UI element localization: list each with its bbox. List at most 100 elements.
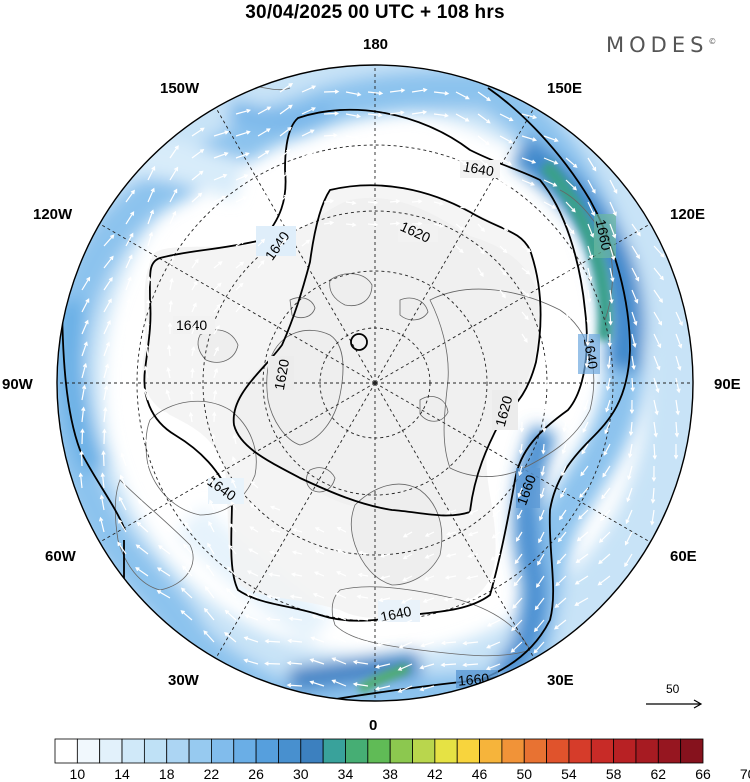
wind-vector-arrow [135, 544, 149, 555]
wind-vector-arrow [543, 157, 559, 165]
wind-vector-arrow [521, 201, 534, 208]
wind-vector-arrow [323, 177, 336, 182]
wind-vector-arrow [587, 267, 593, 282]
wind-vector-arrow [279, 171, 290, 181]
colorbar-swatch [546, 738, 570, 764]
lon-label-90e: 90E [714, 376, 741, 393]
wind-vector-arrow [166, 366, 171, 379]
wind-vector-arrow [433, 223, 444, 228]
wind-vector-arrow [543, 201, 557, 209]
wind-vector-arrow [538, 531, 545, 544]
wind-vector-arrow [352, 660, 369, 665]
wind-vector-arrow [443, 597, 457, 602]
wind-vector-arrow [565, 157, 578, 168]
wind-vector-arrow [675, 355, 682, 371]
wind-vector-arrow [376, 641, 391, 647]
wind-vector-arrow [578, 509, 589, 520]
wind-vector-arrow [389, 199, 401, 204]
wind-vector-arrow [521, 179, 535, 186]
wind-vector-arrow [397, 663, 413, 671]
wind-vector-arrow [314, 527, 325, 533]
wind-vector-arrow [323, 198, 335, 204]
wind-vector-arrow [158, 545, 171, 555]
wind-vector-arrow [673, 444, 679, 460]
wind-vector-arrow [313, 571, 325, 577]
wind-vector-arrow [188, 411, 194, 423]
wind-vector-arrow [419, 663, 435, 670]
wind-vector-arrow [137, 499, 149, 511]
wind-vector-arrow [213, 367, 219, 379]
wind-vector-arrow [555, 575, 567, 587]
wind-vector-arrow [269, 550, 281, 555]
wind-vector-arrow [477, 135, 490, 146]
colorbar-swatch [278, 738, 302, 764]
wind-vector-arrow [609, 267, 615, 283]
brand-text: MODES [606, 33, 709, 57]
wind-vector-arrow [389, 110, 405, 115]
wind-vector-arrow [560, 487, 567, 499]
wind-vector-arrow [143, 388, 149, 401]
wind-vector-arrow [424, 553, 435, 559]
wind-vector-arrow [125, 211, 135, 225]
wind-vector-arrow [103, 406, 108, 423]
wind-vector-arrow [120, 452, 127, 467]
wind-vector-arrow [631, 333, 637, 348]
wind-vector-arrow [356, 594, 369, 599]
wind-vector-arrow [367, 112, 383, 118]
wind-vector-arrow [286, 683, 303, 688]
wind-vector-arrow [235, 240, 245, 247]
wind-vector-arrow [270, 505, 281, 511]
wind-vector-arrow [411, 132, 426, 137]
wind-vector-arrow [587, 223, 595, 238]
wind-vectors [78, 82, 683, 693]
wind-vector-arrow [191, 258, 199, 269]
wind-speed-shading [57, 65, 693, 701]
colorbar-swatch [322, 738, 346, 764]
wind-vector-arrow [499, 179, 511, 188]
wind-vector-arrow [605, 377, 611, 391]
wind-vector-arrow [118, 496, 127, 511]
wind-vector-arrow [586, 311, 591, 325]
wind-vector-arrow [477, 201, 487, 211]
wind-vector-arrow [81, 384, 87, 401]
wind-vector-arrow [146, 298, 151, 313]
wind-vector-arrow [402, 575, 413, 582]
colorbar-tick-label: 42 [427, 766, 443, 782]
modes-logo: MODES© [606, 33, 716, 57]
wind-vector-arrow [301, 239, 311, 247]
wind-vector-arrow [122, 408, 127, 423]
wind-vector-arrow [539, 487, 545, 499]
wind-vector-arrow [521, 333, 528, 343]
wind-vector-arrow [631, 311, 638, 326]
wind-vector-arrow [411, 154, 425, 160]
wind-vector-arrow [627, 465, 633, 481]
copyright-mark: © [708, 37, 717, 46]
colorbar-swatch [211, 738, 235, 764]
wind-vector-arrow [631, 223, 641, 237]
colorbar-tick-label: 62 [650, 766, 667, 782]
wind-vector-arrow [455, 113, 470, 122]
wind-vector-arrow [269, 528, 281, 533]
wind-vector-arrow [147, 231, 154, 247]
wind-vector-arrow [488, 597, 501, 605]
wind-vector-arrow [301, 107, 316, 115]
lon-label-0: 0 [369, 717, 378, 734]
wind-vector-arrow [286, 660, 303, 666]
colorbar-tick-label: 30 [292, 766, 309, 782]
wind-vector-arrow [625, 509, 633, 525]
wind-vector-arrow [161, 478, 171, 489]
wind-vector-arrow [124, 342, 130, 357]
wind-vector-arrow [467, 553, 479, 558]
wind-vector-arrow [580, 465, 589, 477]
contour-label: 1640 [581, 337, 601, 370]
wind-vector-arrow [603, 443, 611, 456]
wind-vector-arrow [257, 128, 271, 137]
wind-vector-arrow [543, 311, 551, 321]
wind-vector-arrow [433, 91, 450, 96]
wind-vector-arrow [433, 113, 449, 118]
colorbar-tick-label: 66 [695, 766, 711, 782]
wind-vector-arrow [311, 614, 325, 621]
wind-vector-arrow [499, 135, 514, 144]
wind-vector-arrow [257, 106, 272, 115]
wind-vector-arrow [444, 575, 457, 580]
